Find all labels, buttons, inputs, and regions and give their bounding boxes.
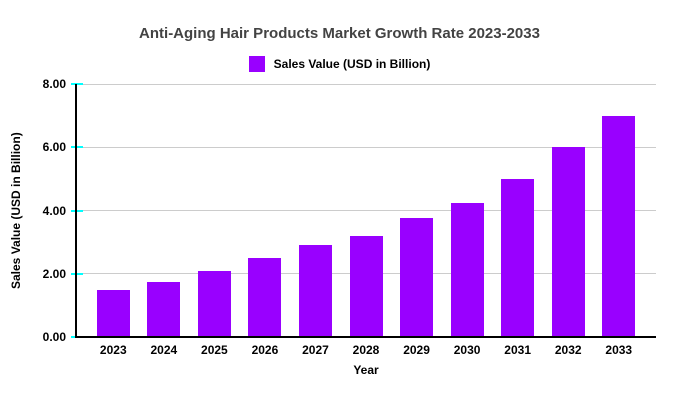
x-axis-tick-label: 2026 bbox=[251, 343, 279, 357]
y-axis-tick bbox=[71, 146, 83, 149]
chart-title: Anti-Aging Hair Products Market Growth R… bbox=[139, 25, 540, 42]
y-axis-tick-label: 4.00 bbox=[42, 203, 66, 218]
x-axis-tick-label: 2031 bbox=[504, 343, 531, 357]
x-axis-tick-label: 2025 bbox=[201, 343, 228, 357]
bar bbox=[551, 147, 585, 337]
bar-cell bbox=[543, 84, 594, 337]
x-axis-tick-label: 2030 bbox=[453, 343, 481, 357]
bar-cell bbox=[290, 84, 341, 337]
bar bbox=[602, 115, 636, 337]
bar bbox=[96, 289, 130, 337]
bar-cell bbox=[189, 84, 240, 337]
y-axis-line bbox=[75, 84, 77, 338]
legend: Sales Value (USD in Billion) bbox=[0, 56, 679, 72]
bar bbox=[400, 218, 434, 337]
y-axis-tick-label: 0.00 bbox=[42, 330, 66, 344]
bar bbox=[298, 245, 332, 337]
bar bbox=[501, 178, 535, 337]
x-axis-tick-label: 2032 bbox=[554, 343, 582, 357]
bar-cell bbox=[139, 84, 190, 337]
bar-cell bbox=[88, 84, 139, 337]
gridline bbox=[76, 83, 656, 85]
bar-cell bbox=[391, 84, 442, 337]
x-axis-title: Year bbox=[353, 363, 379, 377]
bar-cell bbox=[341, 84, 392, 337]
legend-swatch bbox=[248, 56, 265, 72]
bar bbox=[197, 270, 231, 337]
legend-label: Sales Value (USD in Billion) bbox=[273, 57, 431, 71]
y-axis-tick bbox=[71, 83, 83, 85]
y-axis-tick bbox=[71, 209, 83, 212]
x-axis-labels: 2023 2024 2025 2026 2027 2028 2029 2030 2031 2032… bbox=[76, 343, 656, 357]
x-axis-tick-label: 2023 bbox=[99, 343, 127, 357]
x-axis-tick-label: 2027 bbox=[302, 343, 329, 357]
x-axis-tick-label: 2029 bbox=[403, 343, 430, 357]
bar-cell bbox=[492, 84, 543, 337]
bar bbox=[147, 281, 181, 337]
y-axis-labels: 0.00 2.00 4.00 6.00 8.00 bbox=[0, 77, 66, 344]
bar-row bbox=[76, 84, 656, 337]
x-axis-line bbox=[75, 336, 656, 338]
gridline bbox=[76, 210, 656, 211]
y-axis-tick-label: 8.00 bbox=[42, 77, 66, 91]
bar-cell bbox=[593, 84, 644, 337]
bar bbox=[349, 235, 383, 337]
x-axis-tick-label: 2033 bbox=[605, 343, 633, 357]
y-axis-tick-label: 6.00 bbox=[42, 140, 66, 155]
bar bbox=[450, 202, 484, 337]
y-axis-tick-label: 2.00 bbox=[42, 266, 66, 281]
bar-cell bbox=[240, 84, 291, 337]
plot-area bbox=[71, 83, 656, 338]
gridline bbox=[76, 146, 656, 148]
bar bbox=[248, 257, 282, 337]
y-axis-tick bbox=[71, 272, 83, 275]
x-axis-tick-label: 2024 bbox=[150, 343, 178, 357]
x-axis-tick-label: 2028 bbox=[352, 343, 380, 357]
bar-cell bbox=[442, 84, 493, 337]
